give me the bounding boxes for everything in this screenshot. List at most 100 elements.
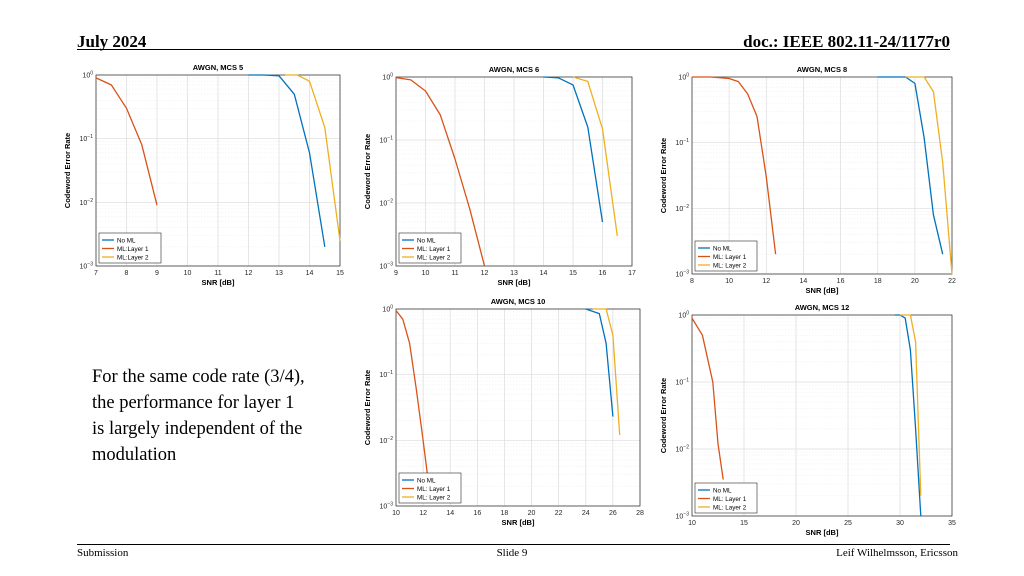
legend-label: ML: Layer 2: [417, 494, 451, 501]
chart-title: AWGN, MCS 12: [795, 303, 850, 312]
y-tick-label: 10−2: [80, 198, 94, 207]
x-tick-label: 15: [569, 270, 577, 277]
legend: No ML ML: Layer 1ML: Layer 2: [398, 232, 462, 264]
x-axis-label: SNR [dB]: [502, 518, 535, 527]
x-tick-label: 10: [184, 270, 192, 277]
axes-frame: [691, 314, 953, 517]
x-tick-label: 12: [481, 270, 489, 277]
y-tick-label: 10−3: [380, 262, 394, 271]
x-tick-label: 11: [214, 270, 221, 277]
legend-label: No ML: [117, 237, 136, 244]
x-tick-label: 12: [762, 278, 770, 285]
x-tick-label: 13: [510, 270, 518, 277]
x-tick-label: 22: [555, 510, 563, 517]
y-tick-label: 10−2: [676, 204, 690, 213]
x-tick-label: 22: [948, 278, 956, 285]
chart-title: AWGN, MCS 5: [193, 63, 243, 72]
series-line-3: [900, 314, 922, 496]
y-axis-label: Codeword Error Rate: [363, 370, 372, 445]
legend: No ML ML: Layer 1ML: Layer 2: [694, 240, 758, 272]
footer-author: Leif Wilhelmsson, Ericsson: [836, 547, 958, 559]
x-tick-label: 10: [422, 270, 430, 277]
x-axis-label: SNR [dB]: [806, 528, 839, 537]
chart-svg: 8 10 12 14 16 18 20 22 10−3 10−2 10−1 100 AWGN, MCS …: [659, 65, 956, 295]
x-axis-label: SNR [dB]: [806, 286, 839, 295]
axes-frame: [691, 76, 953, 275]
legend-label: No ML: [417, 237, 436, 244]
x-axis-label: SNR [dB]: [498, 278, 531, 287]
y-tick-label: 10−3: [380, 502, 394, 511]
legend-label: No ML: [713, 487, 732, 494]
axes-frame: [395, 76, 633, 267]
footer-rule: [77, 544, 950, 545]
y-axis-label: Codeword Error Rate: [659, 378, 668, 453]
legend: No ML ML:Layer 1ML:Layer 2: [98, 232, 162, 264]
y-tick-label: 10−1: [380, 136, 394, 145]
footer-submission: Submission: [77, 547, 129, 559]
series-line-1: [248, 74, 326, 247]
chart-title: AWGN, MCS 10: [491, 297, 546, 306]
y-axis-label: Codeword Error Rate: [659, 138, 668, 213]
x-tick-label: 10: [725, 278, 733, 285]
y-tick-label: 10−1: [380, 370, 394, 379]
series-line-1: [877, 76, 944, 255]
header-date: July 2024: [77, 32, 147, 51]
legend-label: ML:Layer 2: [117, 254, 149, 261]
x-tick-label: 35: [948, 520, 956, 527]
chart-mcs-12: 10 15 20 25 30 35 10−3 10−2 10−1 100 AWGN, MCS 12 S…: [654, 298, 960, 540]
x-tick-label: 10: [392, 510, 400, 517]
series-line-1: [894, 314, 922, 517]
chart-mcs-6: 9 10 11 12 13 14 15 16 17 10−3 10−2 10−1 100 AWGN, MC…: [358, 60, 640, 290]
plot-area: [692, 315, 952, 516]
y-tick-label: 10−1: [80, 134, 94, 143]
series-line-3: [905, 76, 953, 275]
x-tick-label: 28: [636, 510, 644, 517]
chart-mcs-8: 8 10 12 14 16 18 20 22 10−3 10−2 10−1 100 AWGN, MCS …: [654, 60, 960, 298]
caption-text: For the same code rate (3/4), the perfor…: [92, 367, 305, 465]
x-tick-label: 15: [740, 520, 748, 527]
x-tick-label: 8: [690, 278, 694, 285]
x-tick-label: 18: [501, 510, 509, 517]
y-tick-label: 10−1: [676, 138, 690, 147]
y-tick-label: 100: [678, 73, 689, 82]
x-tick-label: 20: [911, 278, 919, 285]
x-tick-label: 10: [688, 520, 696, 527]
chart-svg: 10 15 20 25 30 35 10−3 10−2 10−1 100 AWGN, MCS 12 S…: [659, 303, 956, 537]
legend-label: ML: Layer 1: [713, 496, 747, 503]
x-tick-label: 16: [837, 278, 845, 285]
x-tick-label: 13: [275, 270, 283, 277]
x-tick-label: 20: [792, 520, 800, 527]
chart-svg: 7 8 9 10 11 12 13 14 15 10−3 10−2 10−1 100 AWGN, MCS …: [63, 63, 344, 287]
y-tick-label: 10−1: [676, 378, 690, 387]
y-tick-label: 100: [382, 305, 393, 314]
series-line-3: [572, 76, 618, 236]
x-tick-label: 30: [896, 520, 904, 527]
y-tick-label: 10−3: [676, 512, 690, 521]
series-line-3: [285, 74, 341, 241]
y-tick-label: 10−2: [380, 436, 394, 445]
series-line-2: [691, 317, 724, 480]
x-tick-label: 26: [609, 510, 617, 517]
x-tick-label: 7: [94, 270, 98, 277]
series-line-1: [543, 76, 604, 223]
y-tick-label: 10−3: [676, 270, 690, 279]
y-tick-label: 10−3: [80, 262, 94, 271]
legend-label: ML: Layer 2: [417, 254, 451, 261]
x-tick-label: 14: [540, 270, 548, 277]
series-line-2: [692, 76, 777, 255]
legend-label: ML:Layer 1: [117, 246, 149, 253]
x-tick-label: 9: [394, 270, 398, 277]
x-tick-label: 15: [336, 270, 344, 277]
x-tick-label: 25: [844, 520, 852, 527]
chart-title: AWGN, MCS 6: [489, 65, 539, 74]
x-tick-label: 12: [245, 270, 253, 277]
chart-title: AWGN, MCS 8: [797, 65, 847, 74]
x-tick-label: 12: [419, 510, 427, 517]
legend-label: ML: Layer 1: [713, 254, 747, 261]
legend-label: No ML: [417, 477, 436, 484]
y-tick-label: 10−2: [380, 199, 394, 208]
x-tick-label: 14: [800, 278, 808, 285]
header-rule: [77, 49, 950, 50]
axes-frame: [395, 308, 641, 507]
x-tick-label: 24: [582, 510, 590, 517]
